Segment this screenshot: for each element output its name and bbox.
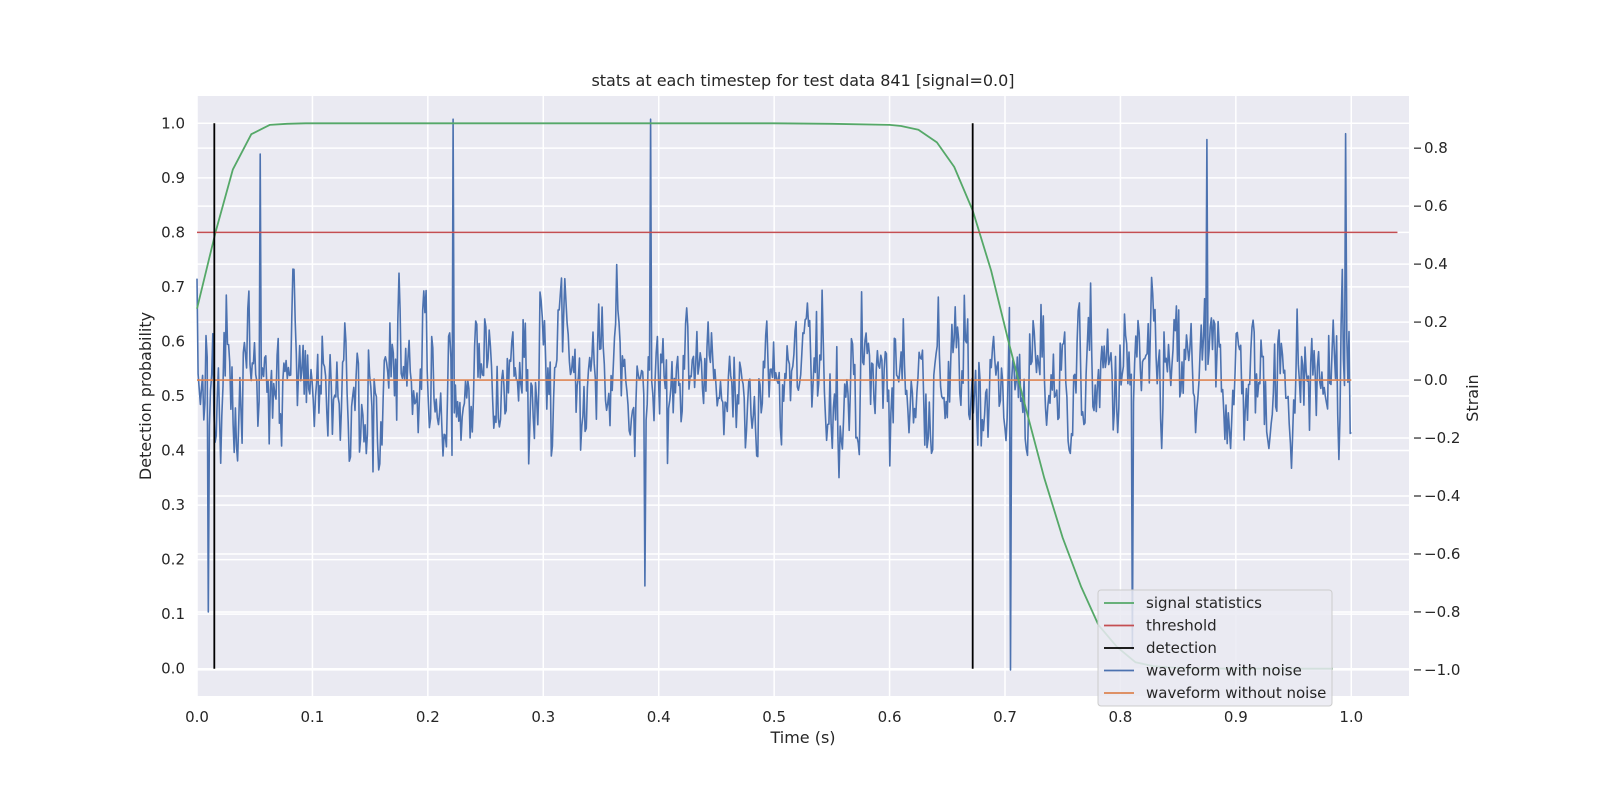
x-tick-label: 0.7	[993, 708, 1017, 726]
y-tick-label: 0.5	[161, 387, 185, 405]
chart-title: stats at each timestep for test data 841…	[591, 71, 1014, 90]
x-axis-label: Time (s)	[769, 728, 835, 747]
legend-label: waveform with noise	[1146, 662, 1302, 680]
y-tick-label: 0.0	[161, 660, 185, 678]
y-tick-label: 1.0	[161, 114, 185, 132]
y2-tick-label: −0.6	[1424, 545, 1460, 563]
series-waveform-with-noise	[196, 118, 1352, 671]
legend-label: signal statistics	[1146, 594, 1262, 612]
x-ticks: 0.0 0.1 0.2 0.3 0.4 0.5 0.6 0.7 0.8 0.9 1.0	[185, 708, 1363, 726]
legend: signal statistics threshold detection wavef…	[1097, 589, 1333, 707]
y-tick-label: 0.3	[161, 496, 185, 514]
y2-tick-label: 0.0	[1424, 371, 1448, 389]
y-tick-label: 0.7	[161, 278, 185, 296]
x-tick-label: 0.6	[878, 708, 902, 726]
y2-tick-label: −0.2	[1424, 429, 1460, 447]
y-tick-label: 0.1	[161, 605, 185, 623]
y-tick-label: 0.6	[161, 332, 185, 350]
y2-ticks: −1.0 −0.8 −0.6 −0.4 −0.2 0.0 0.2 0.4 0.6 0.8	[1414, 139, 1460, 679]
y2-tick-label: −1.0	[1424, 661, 1460, 679]
y-tick-label: 0.9	[161, 169, 185, 187]
y-tick-label: 0.2	[161, 551, 185, 569]
x-tick-label: 0.0	[185, 708, 209, 726]
x-tick-label: 0.1	[300, 708, 324, 726]
y-axis-label: Detection probability	[136, 312, 155, 480]
x-tick-label: 1.0	[1339, 708, 1363, 726]
y2-tick-label: 0.2	[1424, 313, 1448, 331]
y2-tick-label: −0.8	[1424, 603, 1460, 621]
x-tick-label: 0.8	[1108, 708, 1132, 726]
y2-tick-label: 0.6	[1424, 197, 1448, 215]
y2-tick-label: 0.8	[1424, 139, 1448, 157]
x-tick-label: 0.3	[531, 708, 555, 726]
x-tick-label: 0.9	[1224, 708, 1248, 726]
legend-box	[1097, 589, 1333, 707]
y-tick-label: 0.8	[161, 223, 185, 241]
legend-label: threshold	[1146, 617, 1217, 635]
x-tick-label: 0.5	[762, 708, 786, 726]
x-tick-label: 0.4	[647, 708, 671, 726]
y-tick-label: 0.4	[161, 442, 185, 460]
legend-label: waveform without noise	[1146, 684, 1326, 702]
y2-tick-label: 0.4	[1424, 255, 1448, 273]
y2-axis-label: Strain	[1463, 374, 1482, 421]
x-tick-label: 0.2	[416, 708, 440, 726]
legend-label: detection	[1146, 639, 1217, 657]
y-ticks: 0.0 0.1 0.2 0.3 0.4 0.5 0.6 0.7 0.8 0.9 1.0	[161, 114, 185, 677]
y2-tick-label: −0.4	[1424, 487, 1460, 505]
